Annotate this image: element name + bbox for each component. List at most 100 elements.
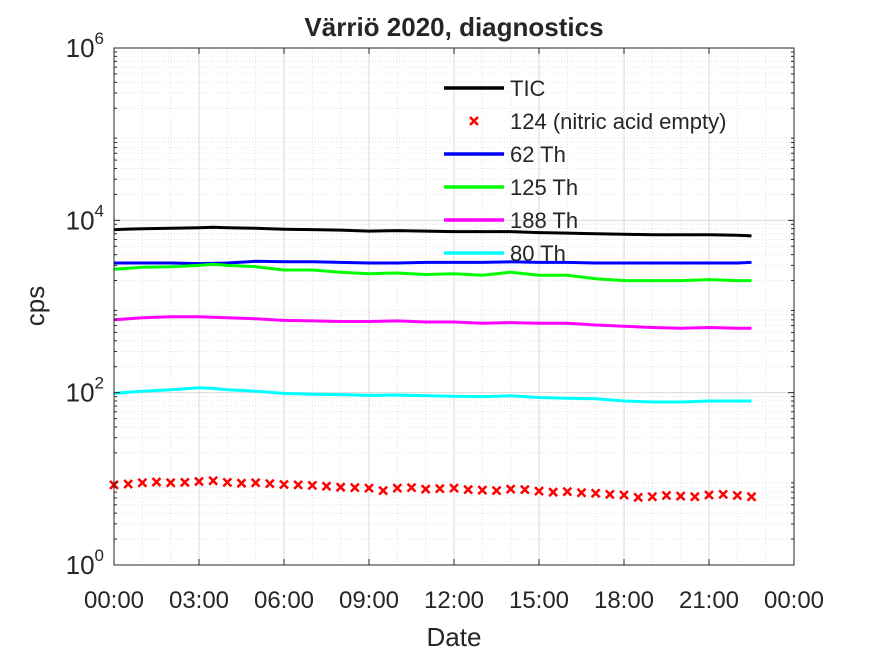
data-point-marker	[123, 479, 134, 489]
data-point-marker	[534, 486, 544, 497]
data-point-marker	[562, 486, 573, 497]
data-point-marker	[661, 490, 672, 501]
data-point-marker	[477, 485, 488, 495]
marker-cross	[137, 477, 148, 488]
x-tick-label: 09:00	[339, 587, 399, 614]
data-point-marker	[378, 485, 389, 496]
data-point-marker	[222, 477, 233, 488]
data-point-marker	[704, 490, 714, 500]
marker-cross	[194, 476, 204, 487]
marker-cross	[165, 477, 176, 488]
data-point-marker	[689, 491, 700, 502]
y-axis-label: cps	[20, 286, 50, 326]
data-point-marker	[633, 492, 644, 503]
x-tick-label: 12:00	[424, 587, 484, 614]
marker-cross	[222, 477, 233, 488]
series-layer	[109, 225, 757, 503]
data-point-marker	[491, 485, 502, 496]
marker-cross	[208, 475, 219, 486]
marker-cross	[420, 484, 431, 494]
data-point-marker	[548, 487, 559, 498]
marker-cross	[179, 477, 190, 488]
marker-cross	[293, 480, 304, 490]
marker-cross	[704, 490, 714, 500]
x-tick-label: 00:00	[764, 587, 824, 614]
y-tick-label: 100	[66, 546, 104, 580]
legend-label: 62 Th	[510, 142, 566, 167]
data-point-marker	[675, 491, 686, 502]
marker-cross	[576, 487, 587, 498]
series-line	[114, 259, 752, 266]
series-line	[113, 225, 752, 238]
data-point-marker	[279, 479, 289, 490]
marker-cross	[335, 482, 346, 493]
data-point-marker	[364, 483, 374, 494]
x-tick-label: 06:00	[254, 587, 314, 614]
data-point-marker	[179, 477, 190, 488]
data-point-marker	[307, 480, 318, 491]
marker-cross	[321, 481, 332, 492]
data-point-marker	[137, 477, 148, 488]
data-point-marker	[293, 480, 304, 490]
marker-cross	[123, 479, 134, 489]
data-point-marker	[335, 482, 346, 493]
marker-cross	[519, 484, 530, 495]
marker-cross	[449, 483, 459, 494]
axes: 00:00 03:00 06:00 09:00 12:00 15:00 18:00 21:00…	[66, 29, 824, 614]
chart-title: Värriö 2020, diagnostics	[304, 12, 603, 42]
marker-cross	[619, 490, 629, 500]
data-point-marker	[505, 484, 516, 494]
marker-cross	[307, 480, 318, 491]
marker-cross	[647, 491, 658, 502]
x-tick-label: 00:00	[84, 587, 144, 614]
data-point-marker	[746, 491, 757, 502]
legend-label: 124 (nitric acid empty)	[510, 109, 726, 134]
data-point-marker	[420, 484, 431, 494]
data-point-marker	[208, 475, 219, 486]
data-point-marker	[264, 478, 275, 489]
marker-cross	[590, 488, 601, 499]
x-axis-label: Date	[427, 622, 482, 652]
marker-cross	[534, 486, 544, 497]
marker-cross	[434, 483, 445, 494]
marker-cross	[689, 491, 700, 502]
marker-cross	[264, 478, 275, 489]
x-tick-label: 03:00	[169, 587, 229, 614]
y-tick-label: 106	[66, 29, 104, 63]
x-tick-label: 15:00	[509, 587, 569, 614]
marker-cross	[406, 482, 417, 493]
legend-label: TIC	[510, 76, 546, 101]
series-line	[113, 262, 752, 283]
data-point-marker	[590, 488, 601, 499]
series-line	[113, 386, 752, 404]
marker-cross	[548, 487, 559, 498]
data-point-marker	[151, 477, 162, 487]
y-tick-label: 102	[66, 374, 104, 408]
data-point-marker	[321, 481, 332, 492]
data-point-marker	[349, 482, 360, 493]
data-point-marker	[406, 482, 417, 493]
data-point-marker	[647, 491, 658, 502]
marker-cross	[604, 489, 615, 500]
data-point-marker	[165, 477, 176, 488]
data-point-marker	[619, 490, 629, 500]
marker-cross	[463, 484, 474, 495]
data-point-marker	[194, 476, 204, 487]
data-point-marker	[236, 478, 247, 489]
data-point-marker	[718, 489, 729, 500]
marker-cross	[236, 478, 247, 489]
legend: TIC 124 (nitric acid empty) 62 Th 125 Th 188…	[444, 76, 726, 266]
marker-cross	[562, 486, 573, 497]
y-tick-label: 104	[66, 201, 104, 235]
data-point-marker	[434, 483, 445, 494]
marker-cross	[477, 485, 488, 495]
x-tick-label: 18:00	[594, 587, 654, 614]
data-point-marker	[604, 489, 615, 500]
marker-cross	[746, 491, 757, 502]
marker-cross	[718, 489, 729, 500]
legend-label: 188 Th	[510, 208, 578, 233]
series-line	[113, 315, 752, 330]
data-point-marker	[576, 487, 587, 498]
marker-cross	[250, 477, 261, 488]
marker-cross	[364, 483, 374, 494]
